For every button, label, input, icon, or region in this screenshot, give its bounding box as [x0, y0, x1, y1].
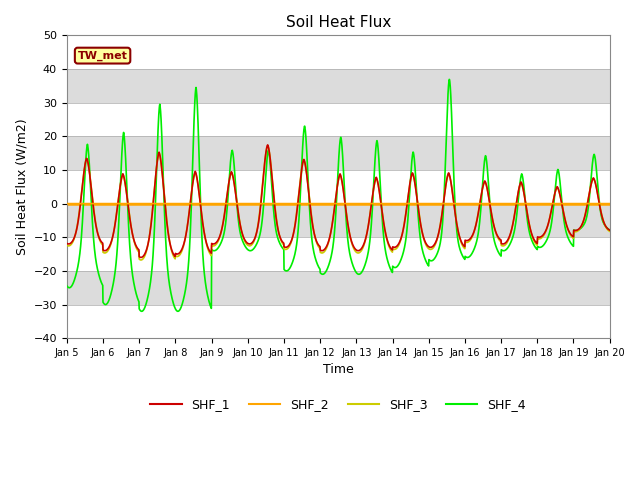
SHF_3 — [497, 238, 504, 244]
SHF_2 — [354, 201, 362, 206]
X-axis label: Time: Time — [323, 363, 354, 376]
SHF_3 — [606, 228, 614, 234]
Bar — [67, 305, 610, 338]
SHF_2 — [63, 201, 70, 206]
Title: Soil Heat Flux: Soil Heat Flux — [285, 15, 391, 30]
SHF_4 — [573, 228, 581, 233]
Line: SHF_1: SHF_1 — [67, 145, 610, 257]
Bar — [67, 36, 610, 69]
SHF_1 — [63, 240, 70, 246]
SHF_2 — [606, 201, 614, 206]
SHF_1 — [558, 203, 566, 209]
Bar — [67, 237, 610, 271]
SHF_1 — [137, 254, 145, 260]
SHF_3 — [63, 242, 70, 248]
SHF_4 — [558, 202, 566, 207]
SHF_3 — [573, 228, 581, 234]
SHF_1 — [573, 227, 581, 233]
SHF_3 — [558, 203, 566, 208]
Bar — [67, 170, 610, 204]
Legend: SHF_1, SHF_2, SHF_3, SHF_4: SHF_1, SHF_2, SHF_3, SHF_4 — [145, 393, 531, 416]
SHF_1 — [214, 237, 222, 242]
Text: TW_met: TW_met — [77, 50, 127, 61]
SHF_3 — [264, 143, 271, 148]
SHF_4 — [497, 252, 504, 258]
SHF_3 — [214, 238, 222, 243]
SHF_3 — [366, 211, 374, 216]
SHF_1 — [366, 212, 374, 217]
Line: SHF_3: SHF_3 — [67, 145, 610, 260]
SHF_4 — [366, 239, 374, 244]
SHF_1 — [606, 227, 614, 233]
Line: SHF_4: SHF_4 — [67, 79, 610, 312]
SHF_2 — [573, 201, 580, 206]
SHF_3 — [137, 257, 145, 263]
SHF_3 — [355, 250, 362, 256]
SHF_4 — [214, 245, 222, 251]
SHF_2 — [214, 201, 222, 206]
SHF_4 — [445, 76, 453, 82]
SHF_4 — [354, 271, 362, 277]
SHF_2 — [365, 201, 373, 206]
SHF_4 — [63, 283, 70, 288]
SHF_2 — [496, 201, 504, 206]
SHF_1 — [497, 237, 504, 242]
SHF_2 — [558, 201, 566, 206]
Y-axis label: Soil Heat Flux (W/m2): Soil Heat Flux (W/m2) — [15, 119, 28, 255]
SHF_4 — [606, 227, 614, 233]
SHF_4 — [138, 309, 145, 314]
Bar — [67, 103, 610, 136]
SHF_1 — [355, 248, 362, 253]
SHF_1 — [264, 142, 271, 148]
